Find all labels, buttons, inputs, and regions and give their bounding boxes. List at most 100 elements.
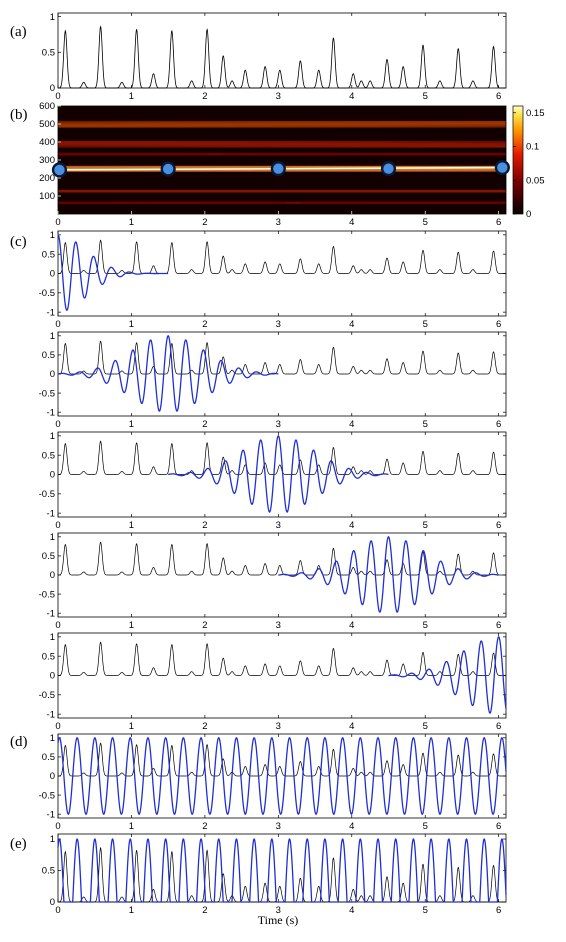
panel-c-subplot-4: 0 1 2 3 4 5 6 -1 -0.5 0 0.5 1	[39, 532, 507, 631]
heatmap-marker	[51, 162, 68, 178]
panel-label-d: (d)	[10, 734, 28, 750]
heatmap-ridge	[58, 151, 506, 157]
panel-a-xtick-label: 5	[423, 91, 428, 102]
heatmap-ridge	[58, 121, 506, 128]
panel-c1-ytick-label: -1	[47, 307, 55, 318]
panel-b-xtick-label: 1	[129, 217, 134, 228]
panel-a-signal-line	[57, 25, 506, 89]
panel-c1-ytick-label: 0.5	[42, 249, 55, 260]
panel-c3-ytick-label: 0.5	[42, 450, 55, 461]
panel-a-frame	[57, 12, 507, 89]
panel-c3-ytick-label: 1	[50, 431, 55, 442]
colorbar-tick-label: 0.15	[526, 108, 545, 119]
panel-c2-xtick-label: 6	[496, 419, 501, 430]
panel-d-plot: 0 1 2 3 4 5 6 -1 -0.5 0 0.5 1	[39, 733, 507, 832]
panel-c5-ytick-label: 0.5	[42, 651, 55, 662]
panel-c5-xtick-label: 3	[276, 721, 281, 732]
heatmap-marker	[380, 161, 397, 177]
panel-c2-xtick-label: 3	[276, 419, 281, 430]
panel-c2-xtick-label: 2	[202, 419, 207, 430]
panel-e-xtick-label: 0	[55, 905, 60, 916]
panel-c2-ytick-label: -1	[47, 407, 55, 418]
panel-c5-wavelet-line	[388, 636, 507, 714]
panel-c2-frame	[57, 331, 507, 417]
panel-c4-xtick-label: 2	[202, 620, 207, 631]
panel-c4-wavelet-line	[278, 536, 499, 613]
panel-d-ytick-label: -0.5	[39, 790, 55, 801]
panel-c1-xtick-label: 5	[423, 319, 428, 330]
panel-c4-xtick-label: 1	[129, 620, 134, 631]
panel-c2-xtick-label: 0	[55, 419, 60, 430]
x-axis-label: Time (s)	[258, 913, 299, 927]
panel-c1-xtick-label: 4	[349, 319, 354, 330]
panel-b-ytick-label: 400	[39, 137, 55, 148]
panel-d-xtick-label: 0	[55, 821, 60, 832]
panel-b-xtick-label: 4	[349, 217, 354, 228]
panel-c2-ytick-label: 1	[50, 331, 55, 342]
panel-b-ytick-label: 100	[39, 191, 55, 202]
panel-c4-ytick-label: -0.5	[39, 589, 55, 600]
panel-d-ytick-label: -1	[47, 809, 55, 820]
heatmap-ridge	[58, 188, 506, 194]
panel-c4-xtick-label: 0	[55, 620, 60, 631]
panel-c1-xtick-label: 3	[276, 319, 281, 330]
panel-c3-frame	[57, 431, 507, 518]
panel-c4-ytick-label: 0.5	[42, 551, 55, 562]
panel-c5-xtick-label: 0	[55, 721, 60, 732]
panel-c4-signal-line	[58, 541, 506, 576]
panel-b-heatmap: 0 1 2 3 4 5 6 100 200 300 400 500 600	[39, 101, 510, 228]
panel-c3-xtick-label: 1	[129, 520, 134, 531]
panel-a-xtick-label: 3	[276, 91, 281, 102]
panel-c-subplot-1: 0 1 2 3 4 5 6 -1 -0.5 0 0.5 1	[39, 230, 507, 330]
panel-b-ytick-label: 200	[39, 173, 55, 184]
colorbar-tick-label: 0	[526, 209, 531, 220]
panel-a-xtick-label: 1	[129, 91, 134, 102]
panel-c-subplot-3: 0 1 2 3 4 5 6 -1 -0.5 0 0.5 1	[39, 431, 507, 531]
panel-c2-xtick-label: 5	[423, 419, 428, 430]
panel-c5-xtick-label: 6	[496, 721, 501, 732]
panel-c3-xtick-label: 0	[55, 520, 60, 531]
panel-b-xtick-label: 3	[276, 217, 281, 228]
panel-b-ytick-label: 500	[39, 119, 55, 130]
panel-c4-xtick-label: 6	[496, 620, 501, 631]
panel-c5-xtick-label: 4	[349, 721, 354, 732]
panel-c5-ytick-label: -0.5	[39, 690, 55, 701]
panel-c4-ytick-label: 1	[50, 532, 55, 543]
panel-d-ytick-label: 1	[50, 733, 55, 744]
panel-c1-xtick-label: 1	[129, 319, 134, 330]
panel-label-e: (e)	[10, 836, 27, 852]
panel-c3-xtick-label: 2	[202, 520, 207, 531]
panel-a-plot: 0 1 2 3 4 5 6 0 0.5 1	[42, 12, 507, 102]
panel-a-xtick-label: 0	[55, 91, 60, 102]
panel-c4-xtick-label: 4	[349, 620, 354, 631]
panel-c4-xtick-label: 5	[423, 620, 428, 631]
panel-a-ytick-label: 0	[50, 83, 55, 94]
heatmap-ridge	[58, 140, 506, 148]
panel-a-xtick-label: 6	[496, 91, 501, 102]
panel-c2-signal-line	[58, 340, 506, 375]
panel-c4-ytick-label: 0	[50, 570, 55, 581]
heatmap-marker	[160, 161, 176, 177]
panel-c5-xtick-label: 1	[129, 721, 134, 732]
panel-c3-ytick-label: -1	[47, 508, 55, 519]
panel-b-xtick-label: 6	[496, 217, 501, 228]
panel-c4-ytick-label: -1	[47, 608, 55, 619]
panel-e-xtick-label: 5	[423, 905, 428, 916]
colorbar-tick-label: 0.1	[526, 142, 539, 153]
panel-e-frame	[57, 833, 507, 903]
panel-e-signal-line	[57, 846, 506, 903]
heatmap-image	[58, 106, 506, 214]
panel-c5-ytick-label: 1	[50, 632, 55, 643]
panel-c2-xtick-label: 1	[129, 419, 134, 430]
panel-e-plot: 0 1 2 3 4 5 6 0 0.5 1	[42, 833, 507, 916]
heatmap-marker	[270, 161, 286, 177]
panel-c4-xtick-label: 3	[276, 620, 281, 631]
panel-c1-signal-line	[58, 239, 506, 274]
panel-label-b: (b)	[10, 107, 28, 123]
panel-e-ytick-label: 0.5	[42, 866, 55, 877]
panel-c5-xtick-label: 5	[423, 721, 428, 732]
colorbar-tick-label: 0.05	[526, 175, 545, 186]
panel-c3-xtick-label: 6	[496, 520, 501, 531]
panel-e-xtick-label: 2	[202, 905, 207, 916]
